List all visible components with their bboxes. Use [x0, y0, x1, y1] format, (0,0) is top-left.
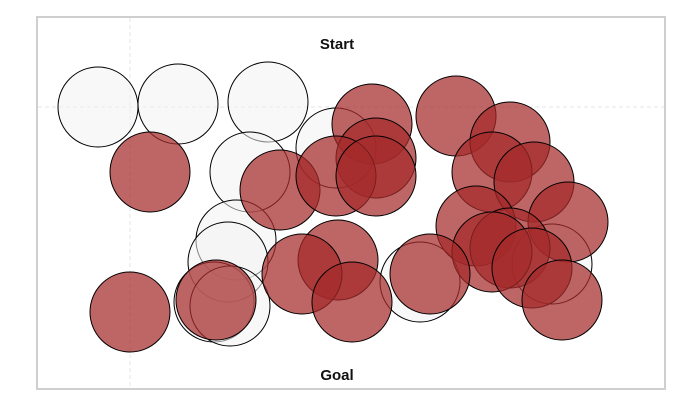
- filled-circle: [175, 259, 257, 341]
- start-label: Start: [320, 36, 354, 53]
- filled-circle: [89, 271, 171, 353]
- outline-circle: [227, 61, 309, 143]
- filled-circle: [389, 233, 471, 315]
- filled-circle: [109, 131, 191, 213]
- filled-circle: [311, 261, 393, 343]
- outline-circle: [57, 66, 139, 148]
- filled-circle: [521, 259, 603, 341]
- circle-layer: [57, 61, 609, 353]
- goal-label: Goal: [320, 367, 353, 384]
- filled-circle: [335, 135, 417, 217]
